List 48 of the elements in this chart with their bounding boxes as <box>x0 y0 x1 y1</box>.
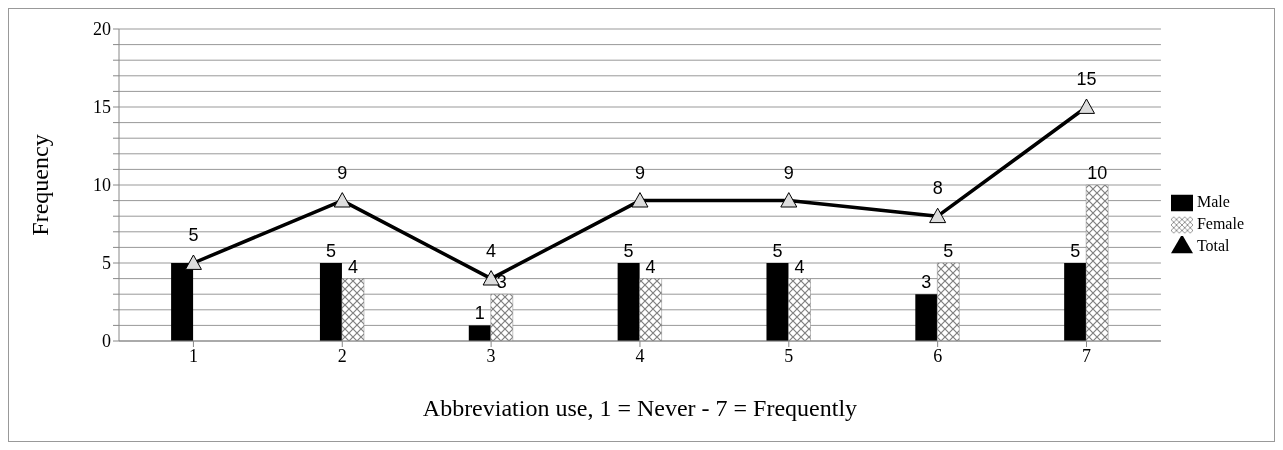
point <box>631 192 649 208</box>
data-label: 8 <box>932 178 943 199</box>
data-label: 5 <box>772 241 783 261</box>
data-label: 1 <box>474 303 485 324</box>
x-tick-label: 3 <box>486 345 496 366</box>
bar <box>468 325 491 341</box>
data-label: 9 <box>783 162 794 183</box>
data-label: 4 <box>645 256 656 277</box>
legend-label: Female <box>1196 214 1244 232</box>
point <box>929 207 947 224</box>
point <box>1077 98 1095 114</box>
bar <box>1064 263 1087 341</box>
y-tick-label: 5 <box>102 253 111 274</box>
data-label: 5 <box>1070 241 1081 261</box>
data-label: 9 <box>634 162 645 183</box>
data-label: 15 <box>1076 69 1097 89</box>
data-label: 4 <box>347 256 358 277</box>
point <box>184 254 202 270</box>
x-tick-label: 5 <box>784 345 794 366</box>
y-tick-label: 15 <box>93 97 111 118</box>
y-axis-title: Frequency <box>26 134 53 236</box>
x-tick-label: 2 <box>337 345 347 366</box>
x-tick-label: 6 <box>933 345 943 366</box>
data-label: 5 <box>325 241 336 261</box>
data-label: 9 <box>337 162 348 183</box>
data-label: 5 <box>623 241 634 261</box>
bar <box>617 263 640 341</box>
data-label: 5 <box>188 225 199 245</box>
data-label: 4 <box>486 240 497 261</box>
y-tick-label: 0 <box>102 331 111 352</box>
bar <box>319 263 342 341</box>
bar <box>915 294 938 341</box>
data-label: 10 <box>1087 163 1108 183</box>
point <box>333 192 351 208</box>
x-tick-label: 1 <box>188 345 198 366</box>
x-axis-title: Abbreviation use, 1 = Never - 7 = Frequently <box>422 395 858 421</box>
y-tick-label: 10 <box>93 175 111 196</box>
x-tick-label: 4 <box>635 345 645 366</box>
data-label: 3 <box>921 272 932 293</box>
bar <box>766 263 789 341</box>
data-label: 5 <box>943 241 954 261</box>
y-tick-label: 20 <box>93 19 111 40</box>
legend-label: Male <box>1196 192 1230 210</box>
data-label: 3 <box>496 272 507 293</box>
x-tick-label: 7 <box>1081 345 1091 366</box>
legend-label: Total <box>1196 236 1230 254</box>
point <box>780 192 798 208</box>
data-label: 4 <box>794 256 805 277</box>
